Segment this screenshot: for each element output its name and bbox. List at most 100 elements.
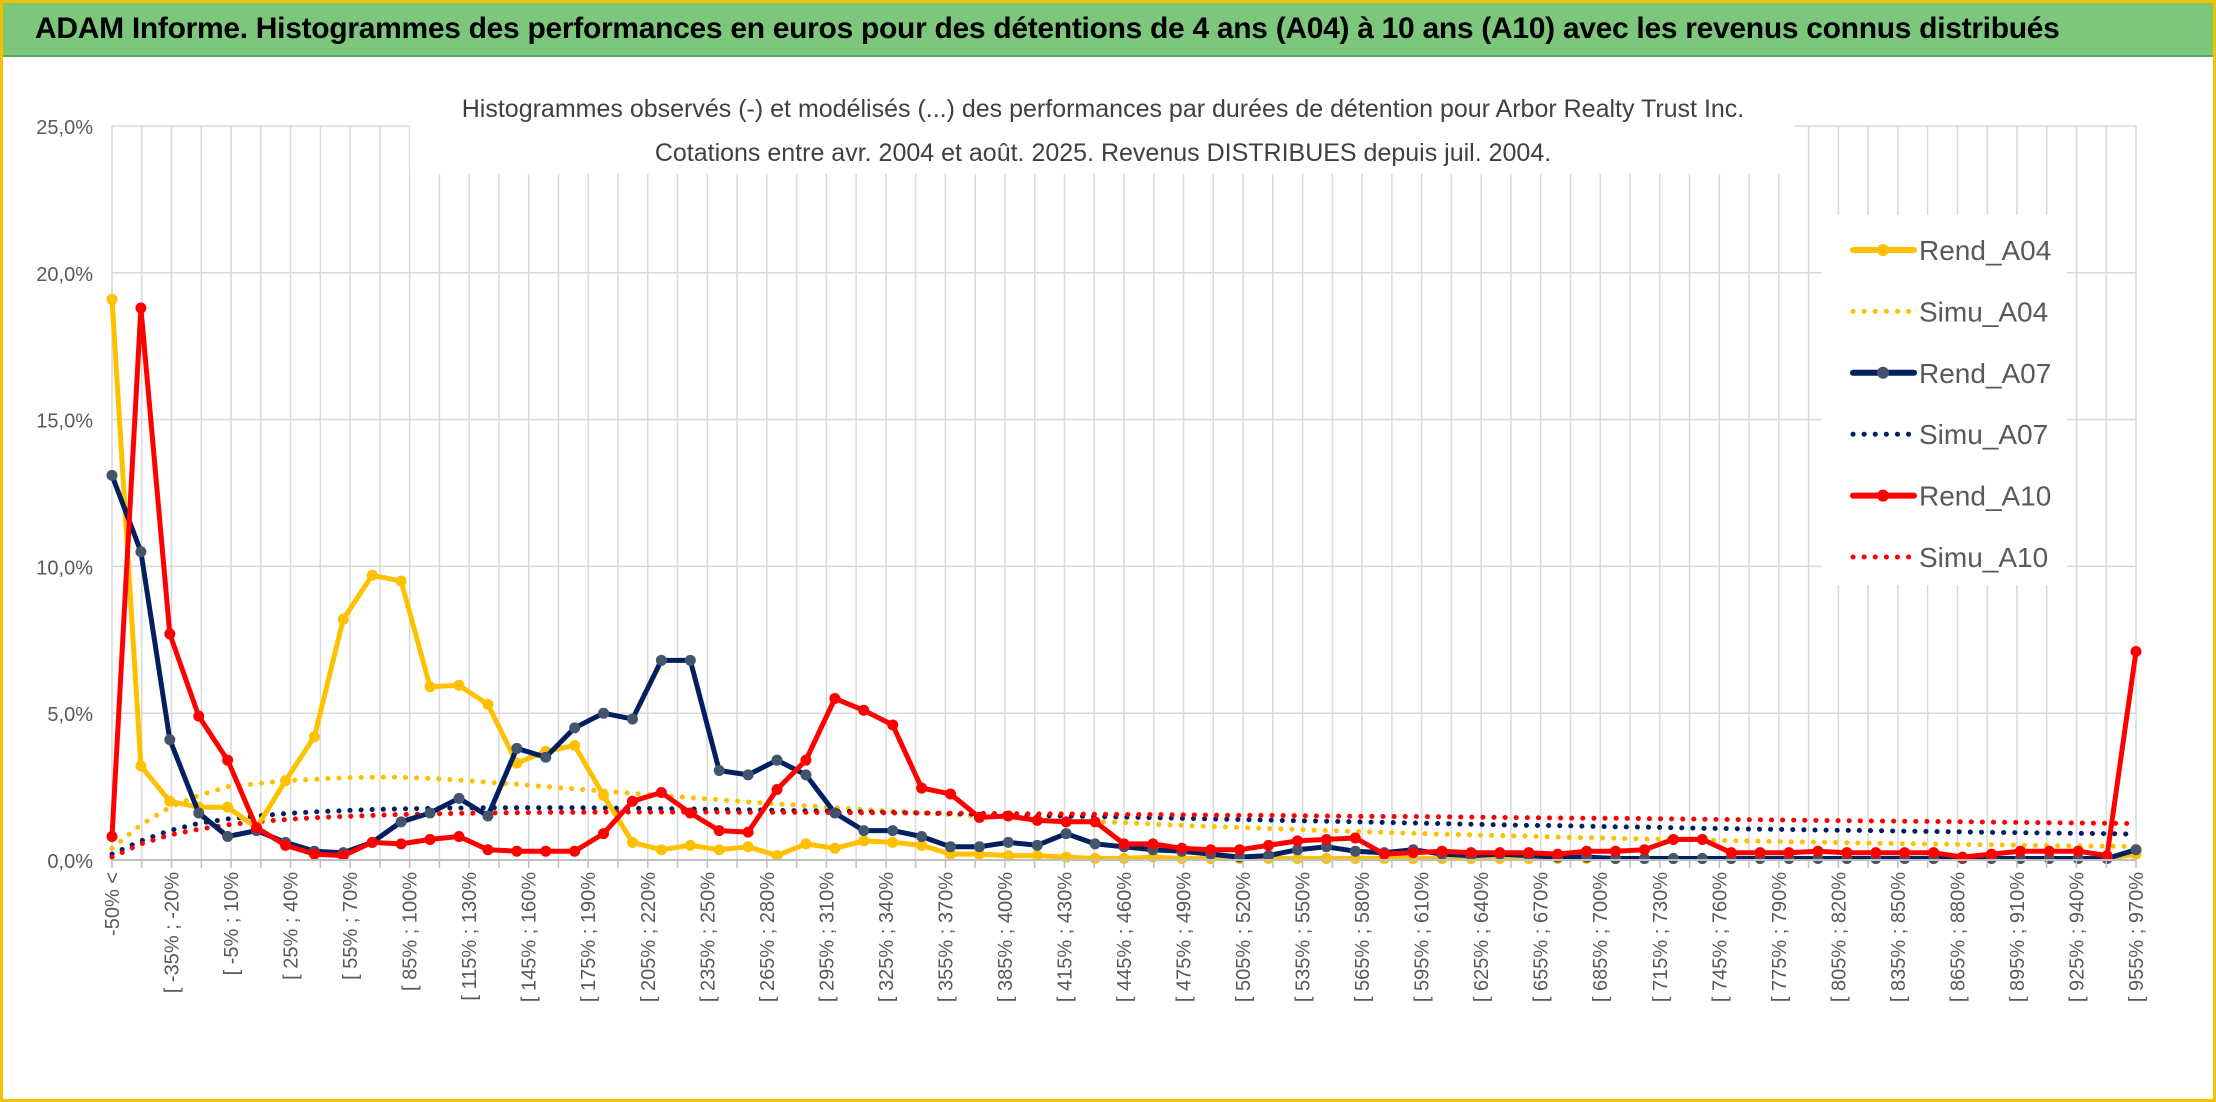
data-point bbox=[2072, 845, 2084, 857]
legend-label: Simu_A04 bbox=[1919, 296, 2048, 327]
x-tick-label: [ 475% ; 490% bbox=[1174, 872, 1196, 1002]
data-point bbox=[771, 754, 783, 766]
data-point bbox=[1031, 839, 1043, 851]
y-tick-label: 25,0% bbox=[36, 117, 93, 139]
legend-background bbox=[1822, 215, 2067, 585]
x-tick-label: [ 835% ; 850% bbox=[1888, 872, 1910, 1002]
data-point bbox=[742, 826, 754, 838]
data-point bbox=[1031, 850, 1043, 862]
data-point bbox=[1667, 833, 1679, 845]
data-point bbox=[482, 844, 494, 856]
data-point bbox=[1494, 847, 1506, 859]
x-tick-label: [ 895% ; 910% bbox=[2007, 872, 2029, 1002]
data-point bbox=[1725, 847, 1737, 859]
data-point bbox=[1263, 850, 1275, 862]
x-tick-label: [ 625% ; 640% bbox=[1471, 872, 1493, 1002]
data-point bbox=[945, 788, 957, 800]
data-point bbox=[655, 844, 667, 856]
data-point bbox=[1638, 844, 1650, 856]
data-point bbox=[453, 792, 465, 804]
data-point bbox=[395, 575, 407, 587]
data-point bbox=[222, 754, 234, 766]
data-point bbox=[1812, 845, 1824, 857]
data-point bbox=[453, 831, 465, 843]
data-point bbox=[713, 844, 725, 856]
data-point bbox=[1638, 853, 1650, 865]
x-tick-label: [ 355% ; 370% bbox=[935, 872, 957, 1002]
data-point bbox=[1263, 839, 1275, 851]
data-point bbox=[2130, 646, 2142, 658]
data-point bbox=[887, 719, 899, 731]
series-line-simu_a07 bbox=[109, 805, 2139, 857]
data-point bbox=[800, 754, 812, 766]
chart-title: Histogrammes observés (-) et modélisés (… bbox=[410, 88, 1795, 174]
data-point bbox=[1378, 848, 1390, 860]
data-point bbox=[684, 654, 696, 666]
legend-label: Rend_A07 bbox=[1919, 358, 2051, 389]
data-point bbox=[1985, 848, 1997, 860]
x-tick-label: [ 205% ; 220% bbox=[638, 872, 660, 1002]
data-point bbox=[164, 795, 176, 807]
data-point bbox=[1754, 847, 1766, 859]
legend-label: Rend_A04 bbox=[1919, 235, 2051, 266]
data-point bbox=[626, 836, 638, 848]
axes: 0,0% 5,0% 10,0% 15,0% 20,0% 25,0% -50% < [ -35%… bbox=[36, 117, 2148, 1002]
data-point bbox=[511, 845, 523, 857]
data-point bbox=[337, 613, 349, 625]
data-point bbox=[1783, 847, 1795, 859]
data-point bbox=[655, 654, 667, 666]
data-point bbox=[193, 710, 205, 722]
data-point bbox=[945, 841, 957, 853]
data-point bbox=[829, 842, 841, 854]
data-point bbox=[1870, 847, 1882, 859]
data-point bbox=[829, 807, 841, 819]
data-point bbox=[1234, 844, 1246, 856]
data-point bbox=[800, 769, 812, 781]
data-point bbox=[1002, 810, 1014, 822]
data-point bbox=[1002, 850, 1014, 862]
data-point bbox=[511, 742, 523, 754]
data-point bbox=[2130, 844, 2142, 856]
data-point bbox=[1552, 848, 1564, 860]
data-point bbox=[684, 807, 696, 819]
data-point bbox=[1291, 844, 1303, 856]
chart-title-line1: Histogrammes observés (-) et modélisés (… bbox=[462, 95, 1745, 123]
data-point bbox=[308, 731, 320, 743]
legend-label: Simu_A10 bbox=[1919, 542, 2048, 573]
x-tick-label: [ 235% ; 250% bbox=[697, 872, 719, 1002]
series-line-simu_a04 bbox=[109, 774, 2139, 851]
data-point bbox=[106, 293, 118, 305]
data-point bbox=[1696, 853, 1708, 865]
x-tick-label: [ 385% ; 400% bbox=[995, 872, 1017, 1002]
x-tick-label: [ 865% ; 880% bbox=[1947, 872, 1969, 1002]
data-point bbox=[106, 469, 118, 481]
x-tick-label: [ 925% ; 940% bbox=[2066, 872, 2088, 1002]
x-tick-label: [ 595% ; 610% bbox=[1412, 872, 1434, 1002]
x-tick-label: [ 775% ; 790% bbox=[1769, 872, 1791, 1002]
data-point bbox=[598, 828, 610, 840]
data-point bbox=[887, 825, 899, 837]
series-line-simu_a10 bbox=[109, 809, 2139, 860]
data-point bbox=[1899, 847, 1911, 859]
x-tick-label: [ 325% ; 340% bbox=[876, 872, 898, 1002]
x-tick-label: [ 535% ; 550% bbox=[1293, 872, 1315, 1002]
data-point bbox=[2043, 845, 2055, 857]
legend-marker bbox=[1877, 366, 1889, 379]
x-tick-label: [ 115% ; 130% bbox=[459, 872, 481, 1001]
data-point bbox=[1060, 828, 1072, 840]
data-point bbox=[540, 845, 552, 857]
x-tick-label: [ -35% ; -20% bbox=[162, 872, 184, 993]
x-tick-label: [ 565% ; 580% bbox=[1352, 872, 1374, 1002]
y-tick-label: 10,0% bbox=[36, 557, 93, 579]
data-point bbox=[1320, 833, 1332, 845]
legend: Rend_A04 Simu_A04 Rend_A07 Simu_A07 Rend_A10… bbox=[1822, 215, 2067, 585]
x-tick-label: [ 85% ; 100% bbox=[400, 872, 422, 991]
data-point bbox=[1002, 836, 1014, 848]
data-point bbox=[1667, 853, 1679, 865]
legend-label: Rend_A10 bbox=[1919, 481, 2051, 512]
data-point bbox=[973, 841, 985, 853]
x-tick-label: [ 55% ; 70% bbox=[340, 872, 362, 980]
data-point bbox=[1176, 842, 1188, 854]
data-point bbox=[1089, 816, 1101, 828]
data-point bbox=[424, 681, 436, 693]
